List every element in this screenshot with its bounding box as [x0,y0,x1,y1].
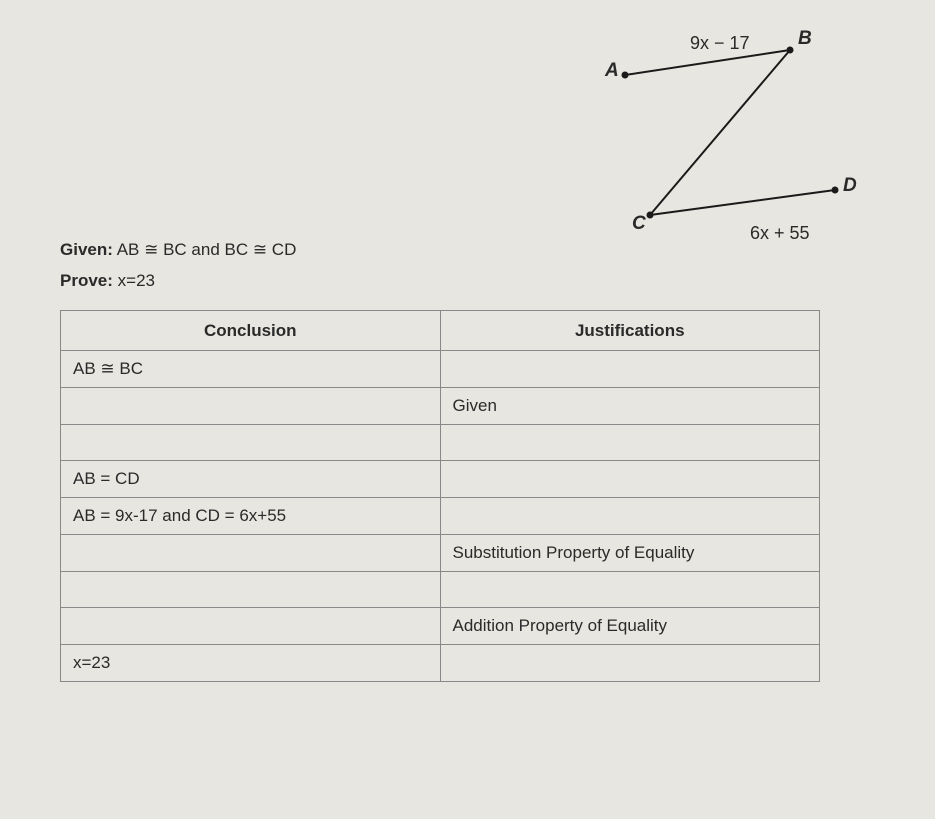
table-row: AB = 9x-17 and CD = 6x+55 [61,498,820,535]
geometry-diagram: ABCD9x − 176x + 55 [555,20,875,240]
point-label-D: D [843,175,857,197]
point-A [622,72,629,79]
table-header-row: Conclusion Justifications [61,311,820,351]
justification-cell: Substitution Property of Equality [440,535,820,572]
table-row [61,425,820,461]
justification-cell [440,425,820,461]
conclusion-cell [61,425,441,461]
header-conclusion: Conclusion [61,311,441,351]
conclusion-cell: AB ≅ BC [61,351,441,388]
point-D [832,187,839,194]
justification-cell: Addition Property of Equality [440,608,820,645]
conclusion-cell: AB = CD [61,461,441,498]
point-label-A: A [605,60,619,82]
conclusion-cell [61,608,441,645]
conclusion-cell [61,388,441,425]
table-row: Addition Property of Equality [61,608,820,645]
justification-cell [440,645,820,682]
given-line: Given: AB ≅ BC and BC ≅ CD [60,235,296,266]
conclusion-cell: AB = 9x-17 and CD = 6x+55 [61,498,441,535]
conclusion-cell: x=23 [61,645,441,682]
point-C [647,212,654,219]
conclusion-cell [61,535,441,572]
diagram-svg [555,20,875,250]
header-justifications: Justifications [440,311,820,351]
expression-label-AB: 9x − 17 [690,33,750,54]
prove-text: x=23 [118,271,155,290]
conclusion-cell [61,572,441,608]
table-row: Substitution Property of Equality [61,535,820,572]
given-prove-block: Given: AB ≅ BC and BC ≅ CD Prove: x=23 [60,235,296,296]
justification-cell: Given [440,388,820,425]
justification-cell [440,351,820,388]
segment [650,190,835,215]
segment [650,50,790,215]
given-label: Given: [60,240,113,259]
table-row: AB ≅ BC [61,351,820,388]
justification-cell [440,572,820,608]
expression-label-CD: 6x + 55 [750,223,810,244]
point-B [787,47,794,54]
prove-label: Prove: [60,271,113,290]
table-row: AB = CD [61,461,820,498]
given-text: AB ≅ BC and BC ≅ CD [117,240,297,259]
table-row: Given [61,388,820,425]
table-row [61,572,820,608]
justification-cell [440,498,820,535]
table-row: x=23 [61,645,820,682]
point-label-C: C [632,213,646,235]
point-label-B: B [798,28,812,50]
justification-cell [440,461,820,498]
proof-table: Conclusion Justifications AB ≅ BCGiven AB… [60,310,820,682]
prove-line: Prove: x=23 [60,266,296,297]
